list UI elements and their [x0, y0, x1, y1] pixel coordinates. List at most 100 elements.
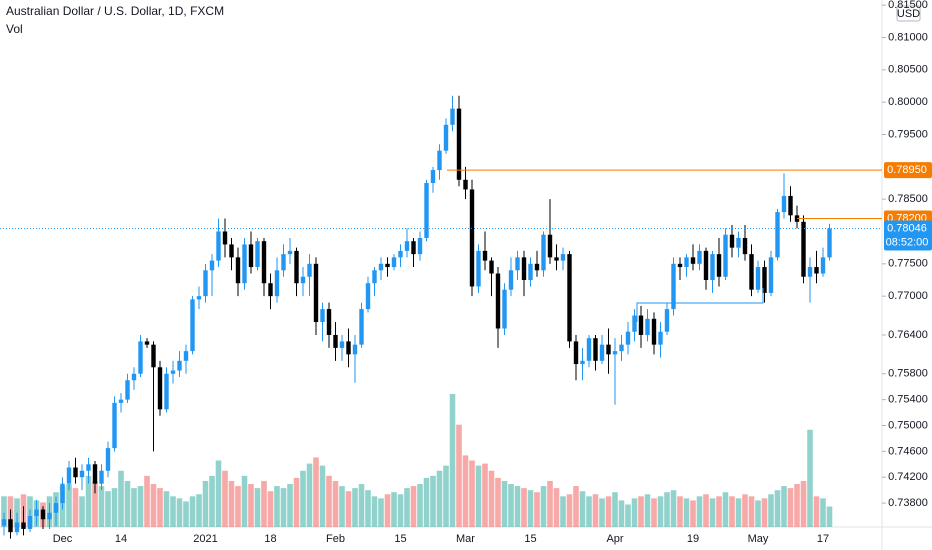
candle-body	[47, 512, 52, 520]
last-price-tag	[884, 220, 932, 251]
volume-bar	[586, 496, 592, 527]
volume-bar	[345, 491, 352, 527]
volume-bar	[183, 501, 189, 527]
volume-bar	[98, 486, 105, 527]
candle-body	[749, 254, 754, 290]
candle-body	[118, 399, 124, 403]
candle-body	[469, 189, 475, 287]
volume-bar	[573, 486, 579, 527]
candle-body	[242, 244, 247, 284]
volume-bar	[228, 480, 235, 527]
candle-body	[73, 467, 78, 478]
volume-bar	[157, 488, 163, 527]
candle-body	[528, 263, 533, 280]
volume-bar	[72, 488, 79, 527]
volume-bar	[579, 491, 586, 527]
candle-body	[716, 254, 722, 277]
candle-body	[638, 315, 644, 335]
last-price-label: 0.78046	[887, 222, 927, 234]
countdown: 08:52:00	[886, 236, 929, 248]
volume-bar	[339, 486, 345, 527]
volume-bar	[358, 484, 365, 527]
candle-body	[8, 519, 13, 533]
candle-body	[521, 257, 527, 280]
volume-bar	[352, 488, 358, 527]
candle-body	[359, 309, 364, 345]
candle-body	[66, 467, 72, 484]
volume-bar	[300, 470, 306, 527]
volume-bar	[66, 484, 72, 527]
volume-bar	[436, 470, 443, 527]
volume-bar	[735, 498, 742, 527]
volume-bar	[488, 470, 495, 527]
currency-box[interactable]	[896, 5, 921, 22]
volume-bar	[280, 488, 287, 527]
volume-bar	[644, 494, 651, 527]
candle-body	[60, 483, 65, 504]
candle-body	[690, 257, 696, 264]
x-tick-label: 17	[817, 533, 829, 545]
volume-bar	[482, 463, 488, 527]
candle-body	[346, 341, 351, 355]
volume-bar	[729, 496, 735, 527]
volume-bar	[755, 500, 761, 527]
volume-bar	[248, 484, 254, 527]
volume-bar	[631, 498, 638, 527]
volume-bar	[677, 496, 683, 527]
candle-body	[651, 318, 657, 345]
candle-body	[352, 344, 358, 355]
volume-bar	[124, 480, 131, 527]
candle-body	[365, 283, 371, 310]
volume-bar	[534, 492, 540, 527]
candle-body	[92, 464, 98, 484]
candle-body	[729, 234, 735, 248]
candle-body	[34, 509, 39, 517]
volume-bar	[209, 475, 215, 527]
candle-body	[417, 237, 423, 255]
volume-bar	[469, 460, 475, 527]
plot	[1, 95, 833, 539]
volume-bar	[404, 488, 410, 527]
volume-bar	[475, 465, 482, 527]
volume-bar	[618, 500, 625, 527]
candle-body	[541, 234, 546, 271]
volume-bar	[79, 496, 85, 527]
candle-body	[742, 237, 748, 255]
candle-body	[625, 331, 631, 345]
volume-bar	[85, 475, 92, 527]
y-tick-label: 0.74200	[888, 471, 928, 483]
y-tick-label: 0.75800	[888, 368, 928, 380]
x-tick-label: Apr	[606, 533, 623, 545]
volume-bar	[807, 429, 813, 527]
candle-body	[411, 241, 416, 255]
volume-bar	[599, 498, 605, 527]
volume-bar	[774, 490, 781, 527]
volume-bar	[222, 470, 228, 527]
volume-bar	[202, 480, 209, 527]
candle-body	[229, 244, 234, 258]
candle-body	[723, 234, 728, 277]
candle-body	[801, 221, 806, 277]
candle-body	[131, 373, 137, 381]
candle-body	[456, 108, 462, 180]
candle-body	[703, 250, 709, 280]
volume-bar	[306, 463, 313, 527]
volume-bar	[560, 496, 566, 527]
volume-bar	[651, 498, 657, 527]
candle-body	[684, 257, 689, 268]
candle-body	[268, 283, 273, 297]
volume-bar	[274, 486, 280, 527]
candle-body	[209, 260, 215, 271]
volume-bar	[365, 490, 371, 527]
candle-body	[573, 341, 579, 365]
volume-bar	[794, 484, 800, 527]
candle-body	[398, 250, 403, 258]
x-tick-label: 2021	[193, 533, 217, 545]
candle-body	[177, 360, 182, 371]
volume-bar	[527, 490, 534, 527]
candle-body	[697, 250, 702, 264]
candle-body	[593, 338, 598, 361]
volume-bar	[625, 504, 631, 527]
candle-body	[307, 263, 312, 277]
y-tick-label: 0.81500	[888, 0, 928, 11]
